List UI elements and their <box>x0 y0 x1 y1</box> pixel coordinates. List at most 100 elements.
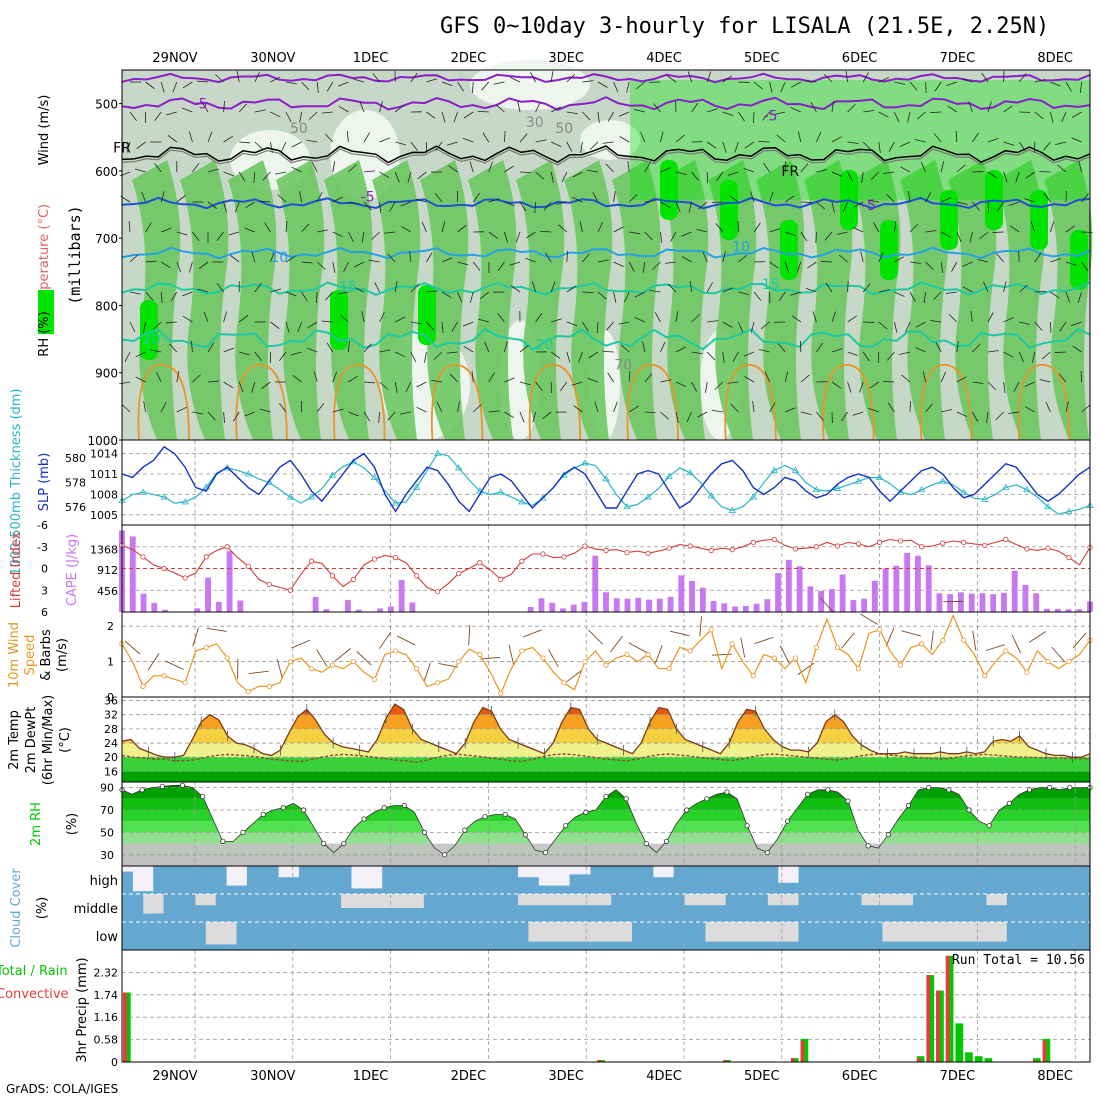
wind-barb <box>181 291 193 297</box>
cloud-cell <box>350 888 362 894</box>
cape-bar <box>818 590 825 612</box>
cloud-cell <box>642 894 654 922</box>
wind-barb <box>941 197 952 203</box>
surface-wind-barb <box>124 640 141 655</box>
wind-barb <box>825 282 833 293</box>
rh2m-series-marker <box>966 807 972 813</box>
rh2m-series-marker <box>1006 800 1012 806</box>
wind-barb <box>588 351 599 359</box>
wind-barb <box>348 231 354 242</box>
wind-barb <box>251 381 256 393</box>
wind-tick-label: 0 <box>107 691 114 704</box>
wind-barb <box>223 201 228 213</box>
wind-barb <box>504 201 515 207</box>
wind10-series-marker <box>519 648 525 654</box>
wind-barb <box>972 201 980 211</box>
wind-barb <box>1034 252 1042 263</box>
cloud-cell <box>829 894 841 922</box>
freezing-level-shadow <box>121 148 1091 166</box>
wind-barb <box>488 231 498 239</box>
thickness-series-marker <box>307 493 316 500</box>
wind-barb <box>732 351 739 362</box>
wind-barb <box>769 402 776 413</box>
cloud-cell <box>985 941 997 950</box>
thickness-series-marker <box>518 498 526 505</box>
wind-barb <box>1080 370 1082 383</box>
rh-mid-band <box>804 160 853 440</box>
wind-axis-label: Wind (m/s) <box>37 95 52 166</box>
wind-barb <box>597 81 608 88</box>
cloud-cell <box>684 922 695 950</box>
cloud-cell <box>174 866 185 894</box>
surface-wind-barb <box>740 637 746 658</box>
wind-barb <box>515 231 521 243</box>
wind-barb <box>753 291 762 301</box>
wind-barb <box>816 131 822 143</box>
wind-barb <box>361 231 365 243</box>
surface-wind-barb <box>699 616 703 637</box>
wind-barb <box>141 191 146 203</box>
wind-barb <box>862 141 872 151</box>
surface-wind-barb <box>972 630 977 651</box>
wind-barb <box>238 315 249 323</box>
wind-barb <box>784 195 795 203</box>
wind-barb <box>706 351 716 361</box>
wind-barb <box>346 131 349 143</box>
wind-barb <box>613 291 617 303</box>
cloud-cell <box>205 905 217 922</box>
wind-barb <box>909 291 916 302</box>
wind-barb <box>660 411 669 420</box>
wind-barb <box>908 191 911 203</box>
wind-barb <box>1031 351 1036 363</box>
surface-wind-barb <box>396 635 416 646</box>
isotherm-25-lobe <box>333 364 386 441</box>
rh-tick-label: 70 <box>100 804 114 817</box>
wind-barb <box>847 141 859 144</box>
cloud-cell <box>663 922 675 950</box>
wind-barb <box>660 167 671 173</box>
wind-barb <box>607 372 614 383</box>
cloud-cell <box>278 922 290 950</box>
thickness-series-marker <box>370 473 379 481</box>
wind-barb <box>316 191 323 203</box>
rh-high-streak <box>140 300 158 360</box>
cape-bar <box>1054 608 1061 612</box>
wind-barb <box>1018 73 1027 83</box>
wind-barb <box>644 162 651 173</box>
lifted-index-series-marker <box>666 545 672 551</box>
li-tick-label: -6 <box>37 519 48 532</box>
rh2m-series-marker <box>845 798 851 804</box>
slp-tick-label: 1011 <box>90 468 118 481</box>
lifted-index-series-marker <box>898 538 904 544</box>
rh2m-series-marker <box>643 840 649 847</box>
rh2m-series-marker <box>986 823 992 829</box>
top-date-label: 7DEC <box>940 51 976 66</box>
cloud-cell <box>215 944 227 950</box>
wind-barb <box>434 193 443 203</box>
cloud-cell <box>392 908 404 922</box>
wind-barb <box>1034 321 1043 331</box>
wind-barb <box>338 81 349 87</box>
wind-barb <box>160 291 163 303</box>
cloud-cell <box>174 894 185 922</box>
wind-barb <box>619 136 630 143</box>
rh2m-series-marker <box>1026 787 1033 793</box>
wind-barb <box>706 282 714 293</box>
precip-axis-label: 3hr Precip (mm) <box>75 957 90 1062</box>
pressure-tick-label: 1000 <box>87 434 118 448</box>
cloud-cell <box>455 922 466 950</box>
wind-barb <box>154 162 162 173</box>
wind-barb <box>254 109 266 113</box>
cape-bar <box>689 580 695 612</box>
rh2m-series-marker <box>462 827 468 833</box>
wind-barb <box>207 380 219 383</box>
wind-barb <box>987 138 999 143</box>
cape-bar <box>807 586 814 612</box>
wind-barb <box>681 231 692 237</box>
wind-barb <box>934 81 942 92</box>
wind-barb <box>264 222 271 233</box>
wind-barb <box>707 108 718 113</box>
wind-barb <box>670 231 677 242</box>
cloud-cell <box>1006 922 1018 950</box>
wind-barb <box>313 371 318 383</box>
